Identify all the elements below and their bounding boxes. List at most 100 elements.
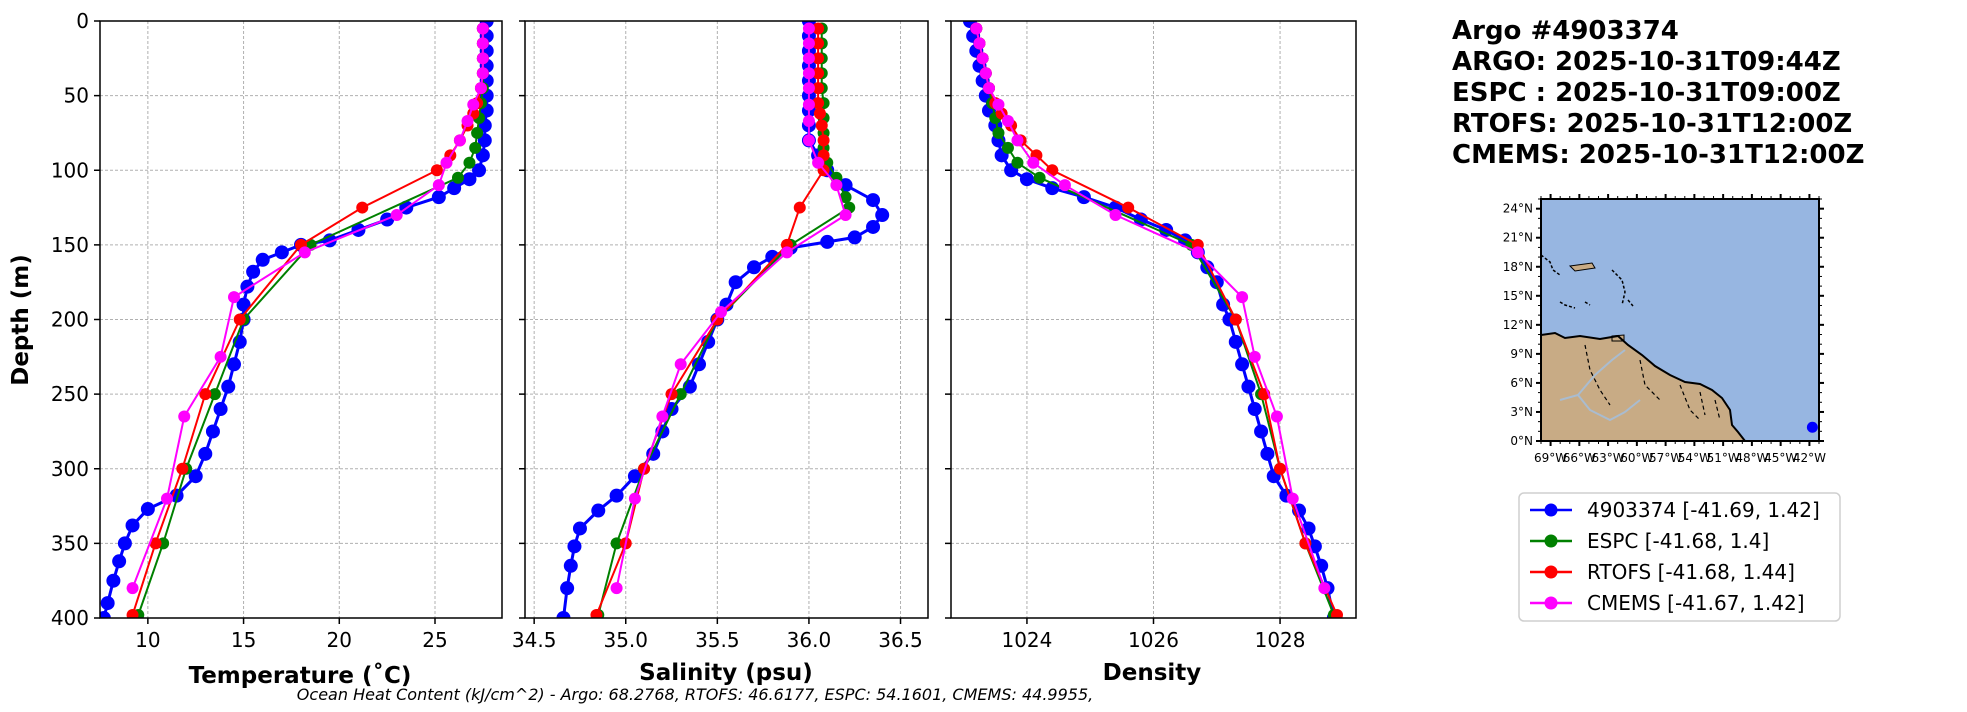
map-lat-label: 9°N bbox=[1510, 347, 1533, 361]
series-line-cmems bbox=[975, 28, 1326, 589]
data-point-cmems bbox=[976, 52, 989, 65]
series-line-argo bbox=[102, 21, 489, 618]
data-point-argo bbox=[567, 539, 582, 554]
ocean-heat-content-caption: Ocean Heat Content (kJ/cm^2) - Argo: 68.… bbox=[296, 685, 1094, 704]
data-point-argo bbox=[106, 573, 121, 588]
data-point-rtofs bbox=[812, 97, 825, 110]
series-line-rtofs bbox=[595, 28, 825, 616]
data-point-argo bbox=[1247, 402, 1262, 417]
y-tick-label: 400 bbox=[51, 606, 89, 630]
data-point-espc bbox=[471, 126, 484, 139]
data-point-cmems bbox=[1270, 410, 1283, 423]
data-point-espc bbox=[451, 171, 464, 184]
data-point-rtofs bbox=[815, 119, 828, 132]
x-tick-label: 1024 bbox=[1001, 628, 1052, 652]
data-point-rtofs bbox=[590, 609, 603, 618]
data-point-cmems bbox=[802, 134, 815, 147]
data-point-cmems bbox=[1236, 291, 1249, 304]
data-point-cmems bbox=[453, 134, 466, 147]
data-point-cmems bbox=[390, 209, 403, 222]
data-point-espc bbox=[992, 126, 1005, 139]
data-point-rtofs bbox=[812, 52, 825, 65]
data-point-cmems bbox=[656, 410, 669, 423]
data-point-argo bbox=[117, 536, 132, 551]
map-lon-label: 57°W bbox=[1649, 451, 1682, 465]
y-tick-label: 250 bbox=[51, 382, 89, 406]
data-point-argo bbox=[556, 611, 571, 618]
data-point-rtofs bbox=[1331, 609, 1344, 618]
data-point-argo bbox=[140, 502, 155, 517]
y-tick-label: 200 bbox=[51, 308, 89, 332]
data-point-cmems bbox=[839, 209, 852, 222]
data-point-argo bbox=[1235, 357, 1250, 372]
data-point-rtofs bbox=[199, 388, 212, 401]
data-point-cmems bbox=[476, 52, 489, 65]
x-tick-label: 1028 bbox=[1255, 628, 1306, 652]
legend-entry-label: 4903374 [-41.69, 1.42] bbox=[1587, 498, 1820, 522]
data-point-cmems bbox=[474, 82, 487, 95]
data-point-espc bbox=[610, 537, 623, 550]
data-point-argo bbox=[1019, 172, 1034, 187]
x-tick-label: 10 bbox=[135, 628, 160, 652]
data-point-cmems bbox=[628, 492, 641, 505]
data-point-cmems bbox=[802, 98, 815, 111]
data-point-argo bbox=[1228, 334, 1243, 349]
data-point-cmems bbox=[802, 114, 815, 127]
data-point-cmems bbox=[1318, 582, 1331, 595]
x-tick-label: 20 bbox=[327, 628, 352, 652]
data-point-argo bbox=[472, 163, 487, 178]
salinity-series bbox=[556, 21, 890, 618]
location-map: 0°N 3°N 6°N 9°N 12°N 15°N 18°N 21°N 24°N 69°W66°W… bbox=[1503, 194, 1826, 465]
map-lon-label: 42°W bbox=[1793, 451, 1826, 465]
espc-time: ESPC : 2025-10-31T09:00Z bbox=[1452, 78, 1841, 108]
legend-entry-label: CMEMS [-41.67, 1.42] bbox=[1587, 591, 1805, 615]
data-point-espc bbox=[1001, 141, 1014, 154]
argo-time: ARGO: 2025-10-31T09:44Z bbox=[1452, 47, 1841, 77]
map-lat-label: 21°N bbox=[1503, 231, 1533, 245]
map-lon-label: 51°W bbox=[1707, 451, 1740, 465]
data-point-argo bbox=[728, 275, 743, 290]
x-tick-label: 1026 bbox=[1128, 628, 1179, 652]
salinity-panel: 34.5 35.0 35.5 36.0 36.5 bbox=[512, 20, 929, 652]
data-point-cmems bbox=[161, 492, 173, 505]
data-point-argo bbox=[609, 488, 624, 503]
data-point-argo bbox=[236, 297, 251, 312]
data-point-cmems bbox=[1191, 246, 1204, 259]
data-point-argo bbox=[875, 208, 890, 223]
data-point-cmems bbox=[1058, 179, 1071, 192]
data-point-cmems bbox=[830, 179, 843, 192]
density-series bbox=[962, 21, 1344, 618]
map-coastline bbox=[1541, 254, 1634, 309]
x-tick-label: 36.0 bbox=[787, 628, 832, 652]
data-point-argo bbox=[100, 596, 115, 611]
x-tick-label: 25 bbox=[422, 628, 447, 652]
map-lat-label: 24°N bbox=[1503, 202, 1533, 216]
data-point-espc bbox=[674, 388, 687, 401]
data-point-cmems bbox=[780, 246, 793, 259]
data-point-cmems bbox=[812, 156, 825, 169]
data-point-cmems bbox=[440, 156, 453, 169]
data-point-argo bbox=[227, 357, 241, 372]
data-point-cmems bbox=[1027, 156, 1040, 169]
series-line-cmems bbox=[131, 28, 484, 589]
x-tick-label: 35.0 bbox=[603, 628, 648, 652]
legend-entry-label: ESPC [-41.68, 1.4] bbox=[1587, 529, 1769, 553]
density-panel: 1024 1026 1028 bbox=[945, 20, 1357, 652]
data-point-argo bbox=[820, 234, 835, 249]
y-tick-label: 350 bbox=[51, 531, 89, 555]
data-point-cmems bbox=[715, 306, 728, 319]
map-lat-label: 0°N bbox=[1510, 434, 1533, 448]
map-ticks: 0°N 3°N 6°N 9°N 12°N 15°N 18°N 21°N 24°N 69°W66°W… bbox=[1503, 194, 1826, 465]
data-point-espc bbox=[463, 156, 476, 169]
data-point-cmems bbox=[467, 98, 480, 111]
x-tick-label: 15 bbox=[231, 628, 256, 652]
data-point-rtofs bbox=[1274, 462, 1287, 475]
data-point-argo bbox=[274, 245, 289, 260]
map-lon-label: 63°W bbox=[1592, 451, 1625, 465]
x-tick-label: 34.5 bbox=[512, 628, 557, 652]
map-land bbox=[1541, 333, 1745, 441]
data-point-argo bbox=[246, 264, 261, 279]
rtofs-time: RTOFS: 2025-10-31T12:00Z bbox=[1452, 109, 1853, 139]
